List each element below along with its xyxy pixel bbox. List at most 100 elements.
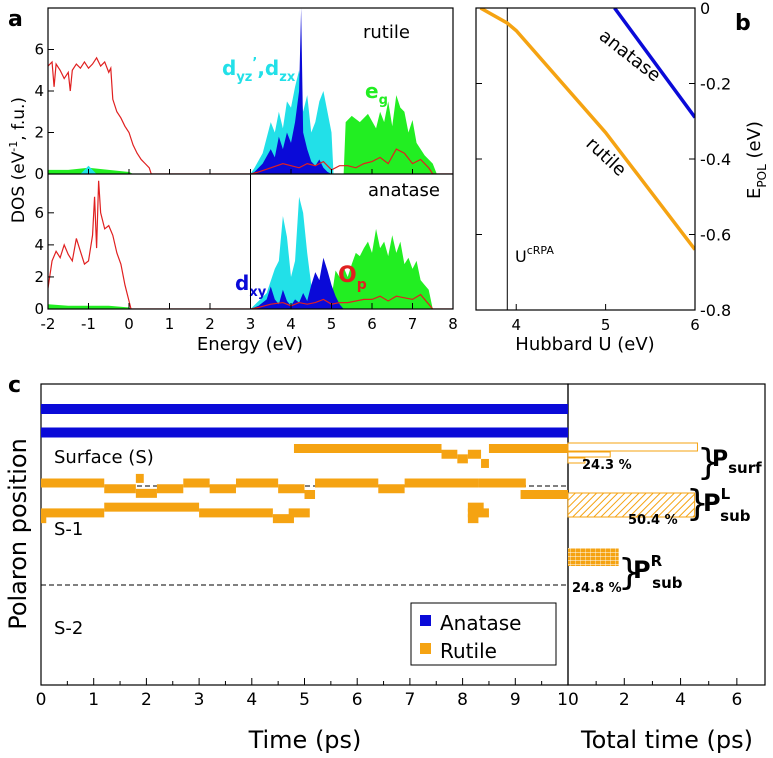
- ytick-label-b--0.4: -0.4: [700, 150, 731, 169]
- ytick-label-a-0-2: 2: [34, 124, 44, 142]
- legend-label-anatase: Anatase: [440, 611, 521, 635]
- epol-plot: [479, 8, 695, 310]
- label-dxy-main: d: [235, 271, 249, 295]
- xtick-label-a-7: 7: [408, 315, 418, 333]
- label-dyz-sub: yz: [236, 70, 252, 85]
- series-label-anatase: anatase: [595, 25, 665, 86]
- total-bar-0-c: [567, 457, 586, 464]
- panel-b-epol: 4 5 60-0.2-0.4-0.6-0.8 anatase rutile UcRP…: [475, 0, 769, 355]
- polaron-trajectory: [41, 404, 568, 524]
- xtick-label-c-4: 4: [246, 690, 257, 710]
- ytick-label-b--0.6: -0.6: [700, 226, 731, 245]
- ucrpa-sup: cRPA: [527, 244, 555, 257]
- rutile-segment-4: [481, 458, 489, 468]
- ucrpa-main: U: [515, 247, 527, 266]
- rutile-segment-0: [293, 444, 442, 453]
- xtick-label-b-5: 5: [601, 316, 611, 334]
- xtick-label-a-3: 3: [246, 315, 256, 333]
- p-sub-r-sub: sub: [652, 574, 683, 592]
- rutile-segment-17: [378, 484, 405, 494]
- ylabel-b-main: E: [744, 188, 765, 199]
- rutile-segment-19: [478, 478, 526, 488]
- ucrpa-label: UcRPA: [515, 244, 554, 266]
- p-sub-l-main: P: [703, 489, 721, 517]
- area-dyz-dzx-anatase: [250, 196, 324, 309]
- legend-swatch-anatase: [420, 615, 431, 626]
- label-dzx-sub: zx: [279, 70, 296, 85]
- panel-c-ylabel: Polaron position: [4, 438, 32, 630]
- layer-s1-label: S-1: [54, 519, 83, 540]
- ylabel-a-main: DOS (eV: [9, 151, 29, 223]
- xtick-label-cr-6: 6: [731, 690, 742, 710]
- rutile-segment-3: [467, 449, 482, 459]
- brace-sub-r: }: [618, 552, 641, 593]
- xtick-label-c-8: 8: [457, 690, 468, 710]
- p-surf-sub: surf: [728, 459, 762, 477]
- area-dxy-anatase: [250, 257, 344, 309]
- layer-surface-label: Surface (S): [54, 447, 154, 468]
- panel-a-dos: -2 -1 0 1 2 3 4 5 6 7 8 0 2 4 6 0 2 4 6 rutile anatase Ene…: [7, 7, 458, 355]
- area-dyz-dzx-rutile: [250, 70, 334, 174]
- panel-c-xlabel: Time (ps): [248, 726, 362, 754]
- ytick-label-a-1-6: 6: [34, 204, 44, 222]
- rutile-segment-5: [488, 444, 568, 453]
- xtick-label-a-5: 5: [327, 315, 337, 333]
- legend-box: [410, 602, 557, 666]
- rutile-title: rutile: [363, 22, 410, 43]
- xtick-label-cr-4: 4: [675, 690, 686, 710]
- line-op-rutile: [48, 56, 453, 174]
- xtick-label-a-2: 2: [205, 315, 215, 333]
- rutile-segment-27: [467, 502, 484, 512]
- label-eg: eg: [365, 79, 388, 108]
- panel-c-xlabel-right: Total time (ps): [580, 726, 753, 754]
- xtick-label-c-7: 7: [404, 690, 415, 710]
- xtick-label-a-1: 1: [165, 315, 175, 333]
- ylabel-b-tail: (eV): [744, 121, 765, 164]
- ylabel-b-sub: POL: [755, 164, 769, 188]
- dos-rutile-plot: [48, 8, 453, 174]
- xtick-label-cr-2: 2: [619, 690, 630, 710]
- panel-label-b: b: [735, 11, 751, 36]
- xtick-label-c-2: 2: [141, 690, 152, 710]
- xtick-label-c-10: 10: [557, 690, 579, 710]
- label-dxy-sub: xy: [249, 285, 266, 300]
- rutile-segment-6: [41, 478, 105, 488]
- label-dyz-dzx: dyz’,dzx: [222, 56, 296, 85]
- total-bar-1: [567, 492, 696, 518]
- label-op: Op: [338, 263, 367, 293]
- dos-anatase-plot: [48, 180, 453, 309]
- percent-surf: 24.3 %: [582, 458, 632, 473]
- xtick-label-b-6: 6: [690, 316, 700, 334]
- rutile-segment-7: [104, 484, 136, 494]
- xtick-label-c-6: 6: [352, 690, 363, 710]
- panel-c-polaron: 0 1 2 3 4 5 6 7 8 9 10 2 4 6 Surface (S) S-1 S-2 Pola…: [4, 383, 766, 754]
- label-dyz-prime: ’: [252, 56, 257, 71]
- panel-a-ticks: -2 -1 0 1 2 3 4 5 6 7 8 0 2 4 6 0 2 4 6: [34, 41, 457, 334]
- ylabel-a-sup: -1: [7, 141, 20, 152]
- epol-line-anatase: [613, 8, 695, 119]
- panel-b-ticks: 4 5 6 0 -0.2 -0.4 -0.6 -0.8: [476, 0, 731, 334]
- rutile-segment-8: [135, 473, 144, 483]
- line-op-anatase: [48, 180, 453, 309]
- xtick-label-a--2: -2: [41, 315, 56, 333]
- rutile-segment-16: [315, 478, 379, 488]
- xtick-label-c-1: 1: [88, 690, 99, 710]
- rutile-segment-1: [441, 449, 458, 459]
- label-op-sub: p: [357, 277, 367, 293]
- rutile-segment-12: [209, 484, 236, 494]
- label-dyz: d: [222, 56, 236, 80]
- legend: Anatase Rutile: [410, 602, 557, 666]
- label-op-main: O: [338, 263, 357, 288]
- rutile-segment-18: [404, 478, 479, 488]
- percent-sub-r: 24.8 %: [572, 581, 622, 596]
- ytick-label-b--0.8: -0.8: [700, 301, 731, 320]
- rutile-segment-26: [288, 508, 310, 518]
- svg-text:DOS (eV-1, f.u.): DOS (eV-1, f.u.): [7, 97, 29, 223]
- panel-b-ylabel: EPOL (eV): [744, 121, 769, 199]
- ytick-label-a-1-4: 4: [34, 236, 44, 254]
- ytick-label-b-0: 0: [700, 0, 710, 18]
- xtick-label-a-8: 8: [448, 315, 458, 333]
- panel-a-xlabel: Energy (eV): [197, 334, 303, 355]
- rutile-segment-13: [235, 478, 279, 488]
